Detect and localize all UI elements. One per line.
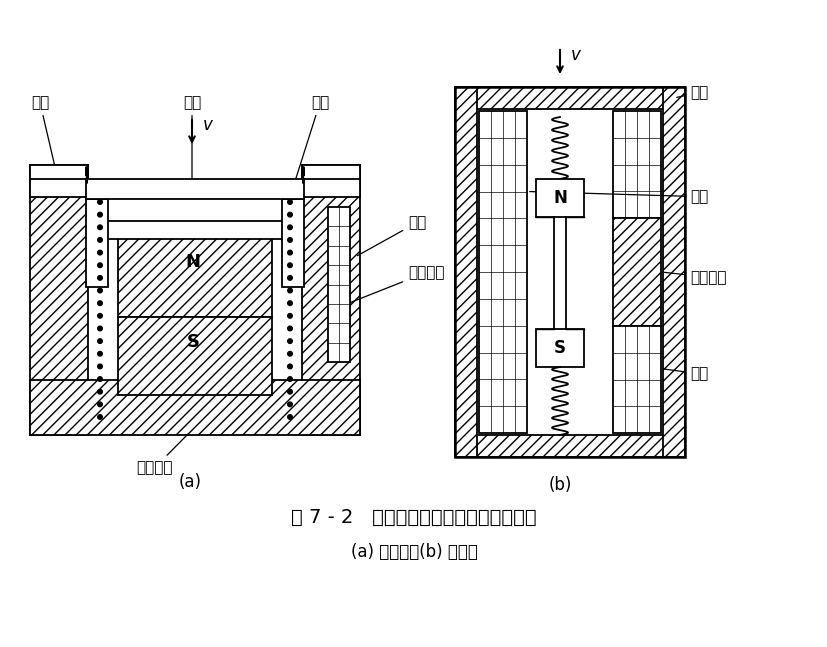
Circle shape xyxy=(98,339,103,344)
Circle shape xyxy=(287,301,292,305)
Circle shape xyxy=(98,225,103,230)
Text: 永久磁铁: 永久磁铁 xyxy=(136,434,188,475)
Circle shape xyxy=(98,377,103,381)
Circle shape xyxy=(98,402,103,407)
Circle shape xyxy=(98,415,103,419)
Circle shape xyxy=(287,212,292,217)
Text: 图 7 - 2   恒磁通式磁电传感器结构原理图: 图 7 - 2 恒磁通式磁电传感器结构原理图 xyxy=(291,507,536,527)
Circle shape xyxy=(287,326,292,331)
Text: N: N xyxy=(552,189,566,207)
Circle shape xyxy=(287,351,292,356)
Text: (a): (a) xyxy=(179,473,201,491)
Bar xyxy=(662,87,684,457)
Text: 弹簧: 弹簧 xyxy=(31,95,55,164)
Bar xyxy=(479,111,526,433)
Circle shape xyxy=(287,364,292,369)
Bar xyxy=(455,87,684,457)
Bar xyxy=(302,165,360,435)
Text: S: S xyxy=(186,333,199,351)
Circle shape xyxy=(287,276,292,280)
Circle shape xyxy=(98,263,103,268)
Text: 极掌: 极掌 xyxy=(183,95,201,194)
Bar xyxy=(455,435,684,457)
Bar xyxy=(86,179,304,199)
Text: 壳体: 壳体 xyxy=(676,85,707,100)
Text: S: S xyxy=(553,339,566,357)
Text: 磁轭: 磁轭 xyxy=(357,215,426,256)
Text: $v$: $v$ xyxy=(569,46,581,64)
Bar xyxy=(118,237,272,317)
Bar xyxy=(612,218,660,326)
Text: (a) 动圈式；(b) 动铁式: (a) 动圈式；(b) 动铁式 xyxy=(350,543,477,561)
Circle shape xyxy=(287,339,292,344)
Circle shape xyxy=(287,402,292,407)
Text: $v$: $v$ xyxy=(202,116,214,134)
Bar xyxy=(30,165,88,435)
Circle shape xyxy=(98,237,103,242)
Circle shape xyxy=(287,200,292,204)
Text: 补偿线圈: 补偿线圈 xyxy=(342,265,444,306)
Bar xyxy=(302,167,360,197)
Bar xyxy=(302,165,360,179)
Text: 线圈: 线圈 xyxy=(290,95,328,194)
Circle shape xyxy=(98,389,103,394)
Circle shape xyxy=(287,250,292,255)
Text: (b): (b) xyxy=(547,476,571,494)
Bar xyxy=(455,87,476,457)
Bar xyxy=(30,165,88,179)
Circle shape xyxy=(98,326,103,331)
Text: N: N xyxy=(185,253,200,271)
Circle shape xyxy=(287,288,292,293)
Circle shape xyxy=(98,276,103,280)
Bar xyxy=(118,317,272,395)
Bar xyxy=(612,111,660,218)
Bar xyxy=(535,329,583,367)
Circle shape xyxy=(98,250,103,255)
Circle shape xyxy=(98,212,103,217)
Circle shape xyxy=(98,351,103,356)
Bar xyxy=(30,167,88,197)
Circle shape xyxy=(287,263,292,268)
Bar xyxy=(30,380,360,435)
Text: 线圈: 线圈 xyxy=(529,189,707,204)
Circle shape xyxy=(98,288,103,293)
Bar xyxy=(535,179,583,217)
Circle shape xyxy=(98,301,103,305)
Circle shape xyxy=(98,314,103,318)
Circle shape xyxy=(287,237,292,242)
Circle shape xyxy=(98,364,103,369)
Bar xyxy=(327,207,350,362)
Circle shape xyxy=(287,389,292,394)
Circle shape xyxy=(287,377,292,381)
Circle shape xyxy=(98,200,103,204)
Text: 永久磁铁: 永久磁铁 xyxy=(663,270,725,285)
Bar xyxy=(118,229,272,237)
Text: 弹簧: 弹簧 xyxy=(663,366,707,381)
Circle shape xyxy=(287,415,292,419)
Circle shape xyxy=(287,314,292,318)
Bar xyxy=(612,326,660,433)
Bar xyxy=(105,221,287,239)
Circle shape xyxy=(287,225,292,230)
Bar xyxy=(455,87,684,109)
Bar xyxy=(282,199,304,287)
Bar xyxy=(86,199,108,287)
